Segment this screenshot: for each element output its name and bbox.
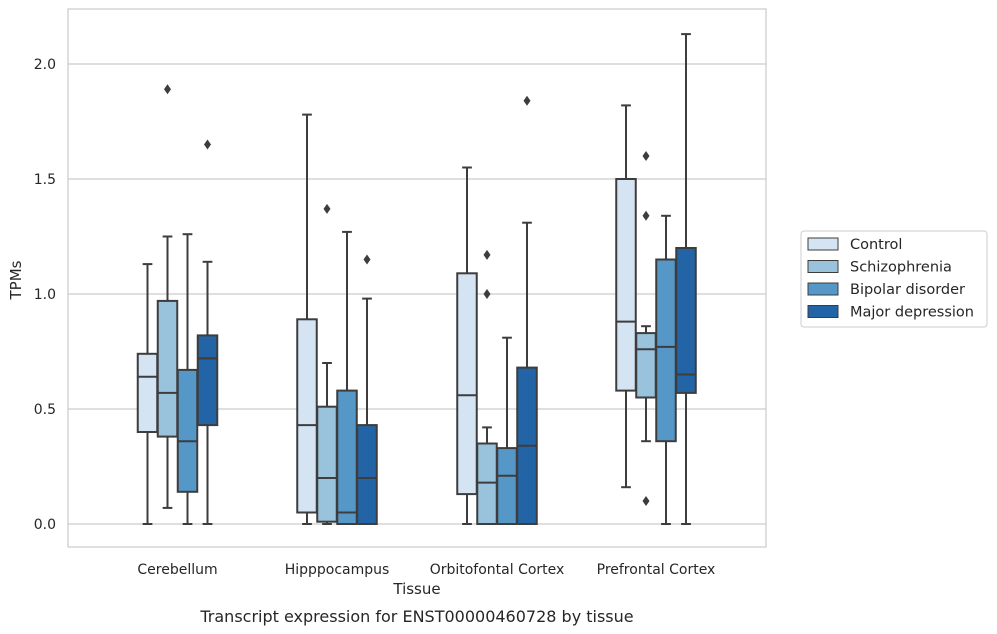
iqr-box <box>456 272 478 496</box>
legend-label: Schizophrenia <box>850 260 952 276</box>
x-axis-label: Tissue <box>392 580 440 598</box>
y-tick-label: 0.5 <box>34 402 56 418</box>
outlier-point <box>642 151 650 161</box>
box-0-1 <box>156 84 179 509</box>
x-tick-label: Hipppocampus <box>285 562 390 578</box>
y-tick-label: 1.5 <box>34 172 56 188</box>
box-2-1 <box>476 249 498 525</box>
legend-swatch <box>807 237 839 251</box>
iqr-box <box>296 318 318 514</box>
legend-swatch <box>807 305 839 318</box>
x-tick-labels: Cerebellum Hipppocampus Orbitofontal Corte… <box>137 562 715 578</box>
iqr-box <box>176 368 199 493</box>
y-tick-labels: 0.0 0.5 1.0 1.5 2.0 <box>34 57 56 533</box>
box-0-2 <box>176 233 199 525</box>
iqr-box <box>196 334 219 427</box>
outlier-point <box>363 254 371 265</box>
iqr-box <box>316 405 338 523</box>
outlier-point <box>642 210 650 221</box>
chart-caption: Transcript expression for ENST0000046072… <box>199 607 633 626</box>
legend-swatch <box>807 260 839 273</box>
box-3-3 <box>675 33 697 525</box>
outlier-point <box>204 139 211 150</box>
outlier-point <box>642 496 650 506</box>
legend-swatch <box>807 282 839 296</box>
box-1-1 <box>316 203 338 525</box>
y-axis-label: TPMs <box>7 260 25 300</box>
iqr-box <box>156 299 179 438</box>
box-3-0 <box>615 104 637 489</box>
box-1-0 <box>296 113 318 525</box>
x-tick-label: Orbitofontal Cortex <box>430 562 565 578</box>
y-tick-label: 2.0 <box>34 57 56 73</box>
legend-label: Major depression <box>850 305 974 321</box>
y-tick-label: 1.0 <box>34 287 56 303</box>
iqr-box <box>635 332 657 399</box>
x-tick-label: Prefrontal Cortex <box>597 562 716 578</box>
y-tick-label: 0.0 <box>34 517 56 533</box>
x-tick-label: Cerebellum <box>137 562 217 578</box>
box-0-0 <box>136 263 159 525</box>
outlier-point <box>323 203 331 214</box>
outlier-point <box>483 289 491 299</box>
iqr-box <box>496 447 518 526</box>
outlier-point <box>523 95 531 106</box>
plot-frame <box>67 8 767 548</box>
legend-label: Control <box>850 237 902 253</box>
box-3-1 <box>635 151 657 506</box>
outlier-point <box>483 249 491 260</box>
iqr-box <box>615 178 637 392</box>
iqr-box <box>336 389 358 525</box>
outlier-point <box>164 84 171 95</box>
legend-frame <box>800 230 988 328</box>
box-2-3 <box>516 95 538 525</box>
iqr-box <box>476 442 498 525</box>
box-2-0 <box>456 166 478 525</box>
box-1-3 <box>356 254 378 526</box>
iqr-box <box>675 247 697 394</box>
legend-label: Bipolar disorder <box>850 282 965 298</box>
iqr-box <box>655 258 677 443</box>
iqr-box <box>356 424 378 526</box>
iqr-box <box>136 352 159 433</box>
box-series <box>136 33 697 526</box>
box-0-3 <box>196 139 219 525</box>
legend: Control Schizophrenia Bipolar disorder Majo… <box>800 230 988 328</box>
